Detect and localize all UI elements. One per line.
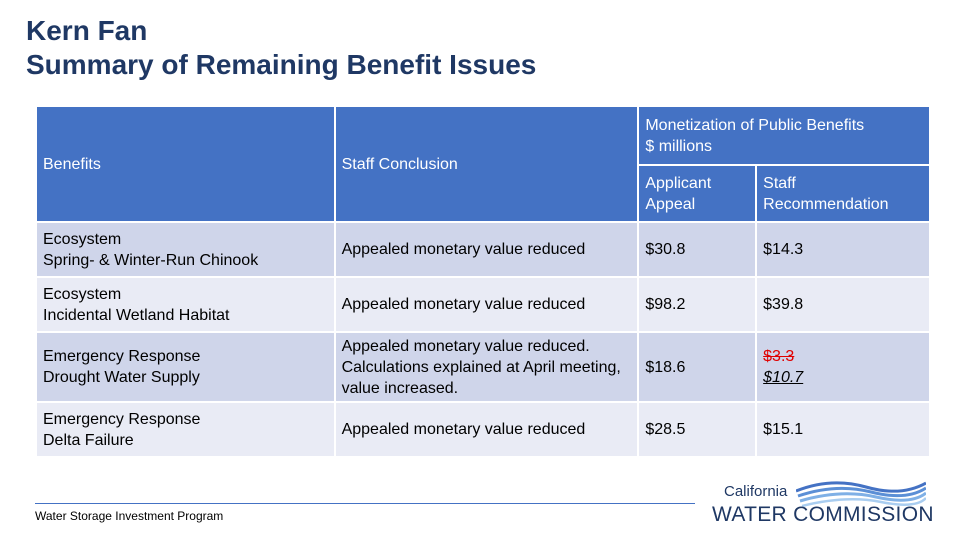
conclusion-cell: Appealed monetary value reduced [335, 223, 640, 278]
staff-recommendation-cell: $3.3 $10.7 [757, 333, 929, 403]
benefit-cell: Emergency Response Delta Failure [37, 403, 336, 458]
staff-recommendation-cell: $14.3 [757, 223, 929, 278]
table-row: Ecosystem Spring- & Winter-Run Chinook A… [37, 223, 929, 278]
benefit-cell: Emergency Response Drought Water Supply [37, 333, 336, 403]
benefit-cell: Ecosystem Spring- & Winter-Run Chinook [37, 223, 336, 278]
header-monetization: Monetization of Public Benefits $ millio… [639, 107, 929, 166]
applicant-appeal-cell: $28.5 [639, 403, 758, 458]
staff-recommendation-revised: $10.7 [763, 369, 804, 386]
header-staff-conclusion: Staff Conclusion [335, 107, 640, 223]
header-applicant-line1: Applicant [645, 174, 712, 192]
staff-recommendation-previous: $3.3 [763, 348, 795, 365]
header-applicant-appeal: Applicant Appeal [639, 166, 758, 223]
staff-recommendation-cell: $15.1 [757, 403, 929, 458]
benefit-name: Spring- & Winter-Run Chinook [43, 251, 259, 269]
applicant-appeal-cell: $98.2 [639, 278, 758, 333]
applicant-appeal-cell: $18.6 [639, 333, 758, 403]
table-row: Emergency Response Delta Failure Appeale… [37, 403, 929, 458]
header-staffrec-line2: Recommendation [763, 195, 889, 213]
benefit-cell: Ecosystem Incidental Wetland Habitat [37, 278, 336, 333]
benefit-category: Emergency Response [43, 410, 201, 428]
water-commission-logo: California WATER COMMISSION [710, 479, 933, 529]
table-row: Ecosystem Incidental Wetland Habitat App… [37, 278, 929, 333]
benefit-category: Ecosystem [43, 230, 122, 248]
footer-divider [35, 503, 695, 504]
conclusion-cell: Appealed monetary value reduced [335, 278, 640, 333]
header-applicant-line2: Appeal [645, 195, 696, 213]
table-row: Emergency Response Drought Water Supply … [37, 333, 929, 403]
header-monetization-line2: $ millions [645, 137, 713, 155]
benefit-category: Emergency Response [43, 348, 201, 365]
conclusion-cell: Appealed monetary value reduced. Calcula… [335, 333, 640, 403]
benefit-name: Delta Failure [43, 431, 134, 449]
conclusion-text: Appealed monetary value reduced. Calcula… [341, 337, 621, 397]
title-line-2: Summary of Remaining Benefit Issues [26, 49, 537, 80]
header-staffrec-line1: Staff [763, 174, 796, 192]
page-title: Kern Fan Summary of Remaining Benefit Is… [26, 14, 536, 82]
header-benefits: Benefits [37, 107, 336, 223]
benefits-table: Benefits Staff Conclusion Monetization o… [37, 107, 929, 458]
benefit-category: Ecosystem [43, 285, 122, 303]
logo-california-text: California [724, 483, 788, 500]
header-monetization-line1: Monetization of Public Benefits [645, 116, 865, 134]
logo-main-text: WATER COMMISSION [712, 503, 934, 526]
title-line-1: Kern Fan [26, 15, 148, 46]
staff-recommendation-cell: $39.8 [757, 278, 929, 333]
header-staff-recommendation: Staff Recommendation [757, 166, 929, 223]
footer-program-name: Water Storage Investment Program [35, 509, 224, 523]
applicant-appeal-cell: $30.8 [639, 223, 758, 278]
benefit-name: Drought Water Supply [43, 369, 200, 386]
wave-icon [796, 481, 926, 508]
conclusion-cell: Appealed monetary value reduced [335, 403, 640, 458]
benefit-name: Incidental Wetland Habitat [43, 306, 230, 324]
